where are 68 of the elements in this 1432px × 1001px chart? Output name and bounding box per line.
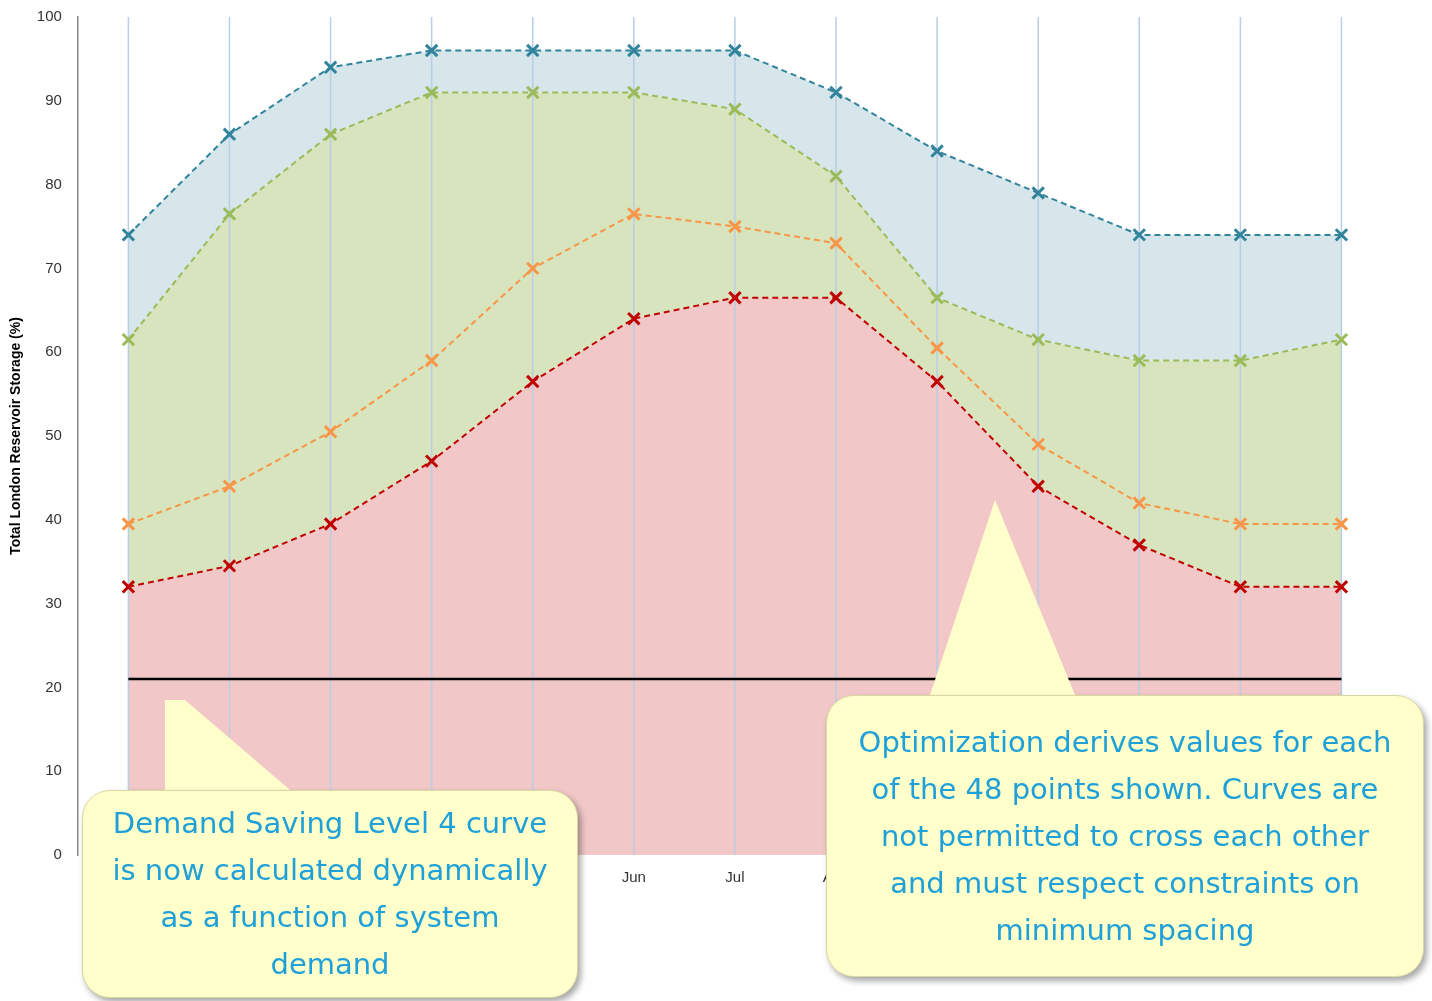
point [1132, 495, 1147, 511]
point [626, 43, 641, 58]
point [1233, 227, 1248, 243]
point [1031, 185, 1046, 201]
point [727, 290, 743, 305]
point [121, 332, 136, 347]
point [323, 516, 338, 532]
y-tick-label: 30 [45, 593, 62, 611]
point [424, 353, 439, 368]
y-tick-label: 40 [45, 509, 62, 527]
point [929, 374, 945, 389]
point [626, 206, 641, 222]
point [1233, 579, 1248, 594]
y-axis-title: Total London Reservoir Storage (%) [7, 317, 24, 555]
point [828, 236, 844, 251]
point [323, 60, 338, 75]
y-tick-label: 60 [45, 342, 62, 360]
point [424, 43, 439, 58]
point [1031, 437, 1046, 452]
annotation: Demand Saving Level 4 curve is now calculated dynamically as a function of system demand [111, 805, 549, 983]
point [1334, 227, 1349, 243]
point [1031, 332, 1046, 347]
point [222, 558, 237, 574]
point [929, 340, 945, 356]
point [1334, 516, 1349, 532]
annotation: Optimization derives values for each of the 48 points shown. Curves are not permitted to cross each other and must respect constraints on minimum spacing [857, 723, 1393, 949]
x-tick-label: Jun [621, 868, 646, 886]
point [424, 85, 439, 100]
point [626, 311, 641, 326]
point [626, 85, 641, 100]
y-tick-label: 70 [45, 258, 62, 276]
point [121, 516, 136, 532]
point [222, 127, 237, 142]
point [828, 290, 844, 305]
point [525, 374, 540, 389]
point [121, 227, 136, 243]
y-tick-label: 80 [45, 174, 62, 192]
y-tick-label: 20 [45, 677, 62, 695]
point [1132, 537, 1147, 553]
y-tick-label: 0 [53, 845, 62, 863]
point [1132, 353, 1147, 368]
point [222, 206, 237, 222]
point [1132, 227, 1147, 243]
point [525, 43, 540, 58]
x-tick-label: Jul [725, 868, 745, 886]
point [1233, 516, 1248, 532]
point [424, 453, 439, 469]
point [323, 127, 338, 142]
point [727, 102, 743, 117]
point [222, 479, 237, 494]
point [525, 261, 540, 276]
point [1031, 479, 1046, 494]
point [929, 290, 945, 305]
point [727, 43, 743, 58]
y-tick-label: 50 [45, 426, 62, 444]
point [1233, 353, 1248, 368]
point [121, 579, 136, 594]
point [828, 169, 844, 184]
y-tick-label: 10 [45, 761, 62, 779]
point [1334, 332, 1349, 347]
point [1334, 579, 1349, 594]
point [525, 85, 540, 100]
point [929, 143, 945, 159]
point [727, 219, 743, 234]
y-tick-label: 100 [36, 7, 62, 25]
point [828, 85, 844, 100]
point [323, 424, 338, 439]
y-tick-label: 90 [45, 90, 62, 108]
